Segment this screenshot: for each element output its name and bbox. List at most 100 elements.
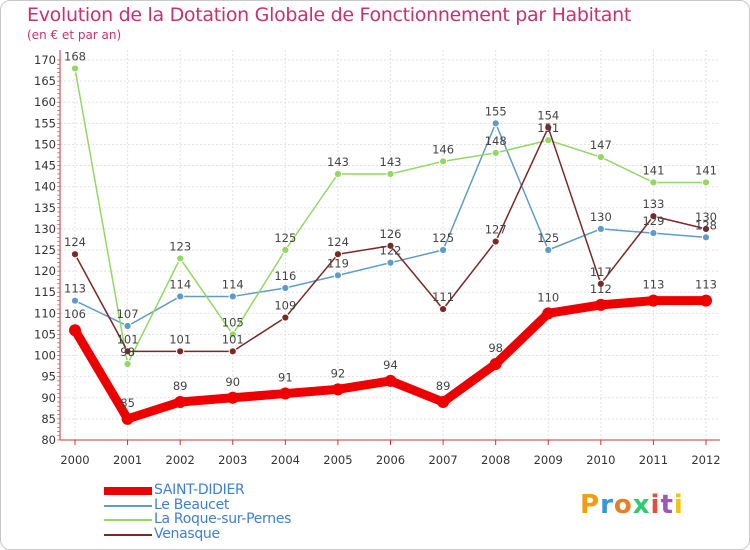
data-label-le-beaucet: 114 <box>169 277 191 291</box>
data-point-saint-didier <box>331 383 344 396</box>
data-label-saint-didier: 113 <box>695 278 717 292</box>
x-tick-label: 2005 <box>323 453 352 467</box>
logo-letter: o <box>613 490 633 520</box>
data-point-saint-didier <box>121 412 134 425</box>
data-point-la-roque-sur-pernes <box>438 157 448 166</box>
x-tick-label: 2009 <box>534 453 563 467</box>
data-label-le-beaucet: 125 <box>432 231 454 245</box>
data-point-saint-didier <box>700 294 712 307</box>
x-tick-label: 2006 <box>376 453 405 467</box>
grid-lines <box>60 50 720 441</box>
data-point-la-roque-sur-pernes <box>281 245 290 255</box>
y-tick-label: 120 <box>34 264 56 278</box>
data-point-venasque <box>70 250 80 259</box>
data-label-le-beaucet: 125 <box>537 231 559 245</box>
x-tick-label: 2011 <box>639 453 668 467</box>
data-point-le-beaucet <box>386 258 395 267</box>
data-label-venasque: 101 <box>169 332 191 346</box>
data-point-saint-didier <box>174 396 187 408</box>
chart-subtitle: (en € et par an) <box>27 28 122 42</box>
y-tick-label: 155 <box>34 116 56 130</box>
data-label-saint-didier: 112 <box>590 282 612 296</box>
x-tick-label: 2010 <box>586 453 615 467</box>
data-label-saint-didier: 94 <box>383 358 398 372</box>
data-point-la-roque-sur-pernes <box>333 169 343 179</box>
data-point-le-beaucet <box>544 245 553 255</box>
data-label-la-roque-sur-pernes: 105 <box>222 315 244 329</box>
data-label-la-roque-sur-pernes: 143 <box>380 155 402 169</box>
data-point-venasque <box>386 241 395 250</box>
legend-label: Venasque <box>154 525 220 542</box>
data-label-la-roque-sur-pernes: 143 <box>327 155 349 169</box>
y-tick-label: 90 <box>41 391 56 405</box>
data-point-venasque <box>491 237 500 246</box>
data-label-saint-didier: 90 <box>225 375 240 389</box>
data-label-saint-didier: 89 <box>436 379 451 393</box>
y-tick-label: 125 <box>34 243 56 257</box>
data-label-venasque: 117 <box>590 265 612 279</box>
data-point-la-roque-sur-pernes <box>544 136 553 145</box>
data-point-le-beaucet <box>176 292 185 301</box>
x-tick-label: 2012 <box>691 453 720 467</box>
data-label-le-beaucet: 119 <box>327 256 349 270</box>
data-point-la-roque-sur-pernes <box>649 178 658 187</box>
data-label-la-roque-sur-pernes: 146 <box>432 142 454 156</box>
data-label-venasque: 154 <box>537 109 559 123</box>
data-label-la-roque-sur-pernes: 123 <box>169 239 191 253</box>
data-label-saint-didier: 92 <box>331 366 346 380</box>
data-point-le-beaucet <box>596 224 605 233</box>
data-point-venasque <box>438 305 448 314</box>
data-point-saint-didier <box>279 387 292 400</box>
data-point-la-roque-sur-pernes <box>596 153 605 162</box>
data-point-la-roque-sur-pernes <box>491 148 500 157</box>
y-tick-label: 110 <box>34 306 56 320</box>
data-point-le-beaucet <box>228 292 237 301</box>
data-point-saint-didier <box>384 374 397 387</box>
data-point-venasque <box>596 279 605 288</box>
data-label-venasque: 133 <box>642 197 664 211</box>
data-point-la-roque-sur-pernes <box>701 178 711 187</box>
y-tick-label: 80 <box>41 433 56 447</box>
data-point-saint-didier <box>489 358 502 370</box>
data-label-le-beaucet: 128 <box>695 218 717 232</box>
data-point-saint-didier <box>594 298 607 311</box>
data-label-venasque: 101 <box>222 332 244 346</box>
y-tick-label: 105 <box>34 327 56 341</box>
data-label-saint-didier: 89 <box>173 379 188 393</box>
y-tick-label: 95 <box>41 370 56 384</box>
data-point-venasque <box>544 123 553 132</box>
x-tick-label: 2000 <box>60 453 89 467</box>
y-tick-label: 140 <box>34 180 56 194</box>
data-point-venasque <box>649 212 658 221</box>
data-label-venasque: 124 <box>64 235 86 249</box>
y-tick-label: 150 <box>34 137 56 151</box>
logo-letter: i <box>650 490 661 520</box>
data-point-saint-didier <box>647 294 660 307</box>
data-label-la-roque-sur-pernes: 98 <box>120 345 135 359</box>
series-lines <box>69 64 712 425</box>
logo-letter: t <box>660 490 674 520</box>
data-point-le-beaucet <box>333 271 343 280</box>
data-point-venasque <box>701 224 711 233</box>
data-point-la-roque-sur-pernes <box>123 359 132 369</box>
logo-letter: P <box>580 490 601 520</box>
y-tick-label: 130 <box>34 222 56 236</box>
data-label-venasque: 127 <box>485 223 507 237</box>
data-point-le-beaucet <box>649 229 658 238</box>
data-label-saint-didier: 98 <box>488 341 503 355</box>
data-point-le-beaucet <box>438 245 448 255</box>
data-point-saint-didier <box>542 307 555 320</box>
data-point-le-beaucet <box>701 233 711 242</box>
data-point-la-roque-sur-pernes <box>228 330 237 339</box>
data-label-la-roque-sur-pernes: 148 <box>485 134 507 148</box>
x-tick-label: 2003 <box>218 453 247 467</box>
data-point-venasque <box>281 313 290 322</box>
y-tick-label: 100 <box>34 349 56 363</box>
legend-swatch <box>104 504 152 507</box>
data-point-le-beaucet <box>491 119 500 128</box>
data-label-venasque: 130 <box>695 210 717 224</box>
data-label-saint-didier: 91 <box>278 371 293 385</box>
